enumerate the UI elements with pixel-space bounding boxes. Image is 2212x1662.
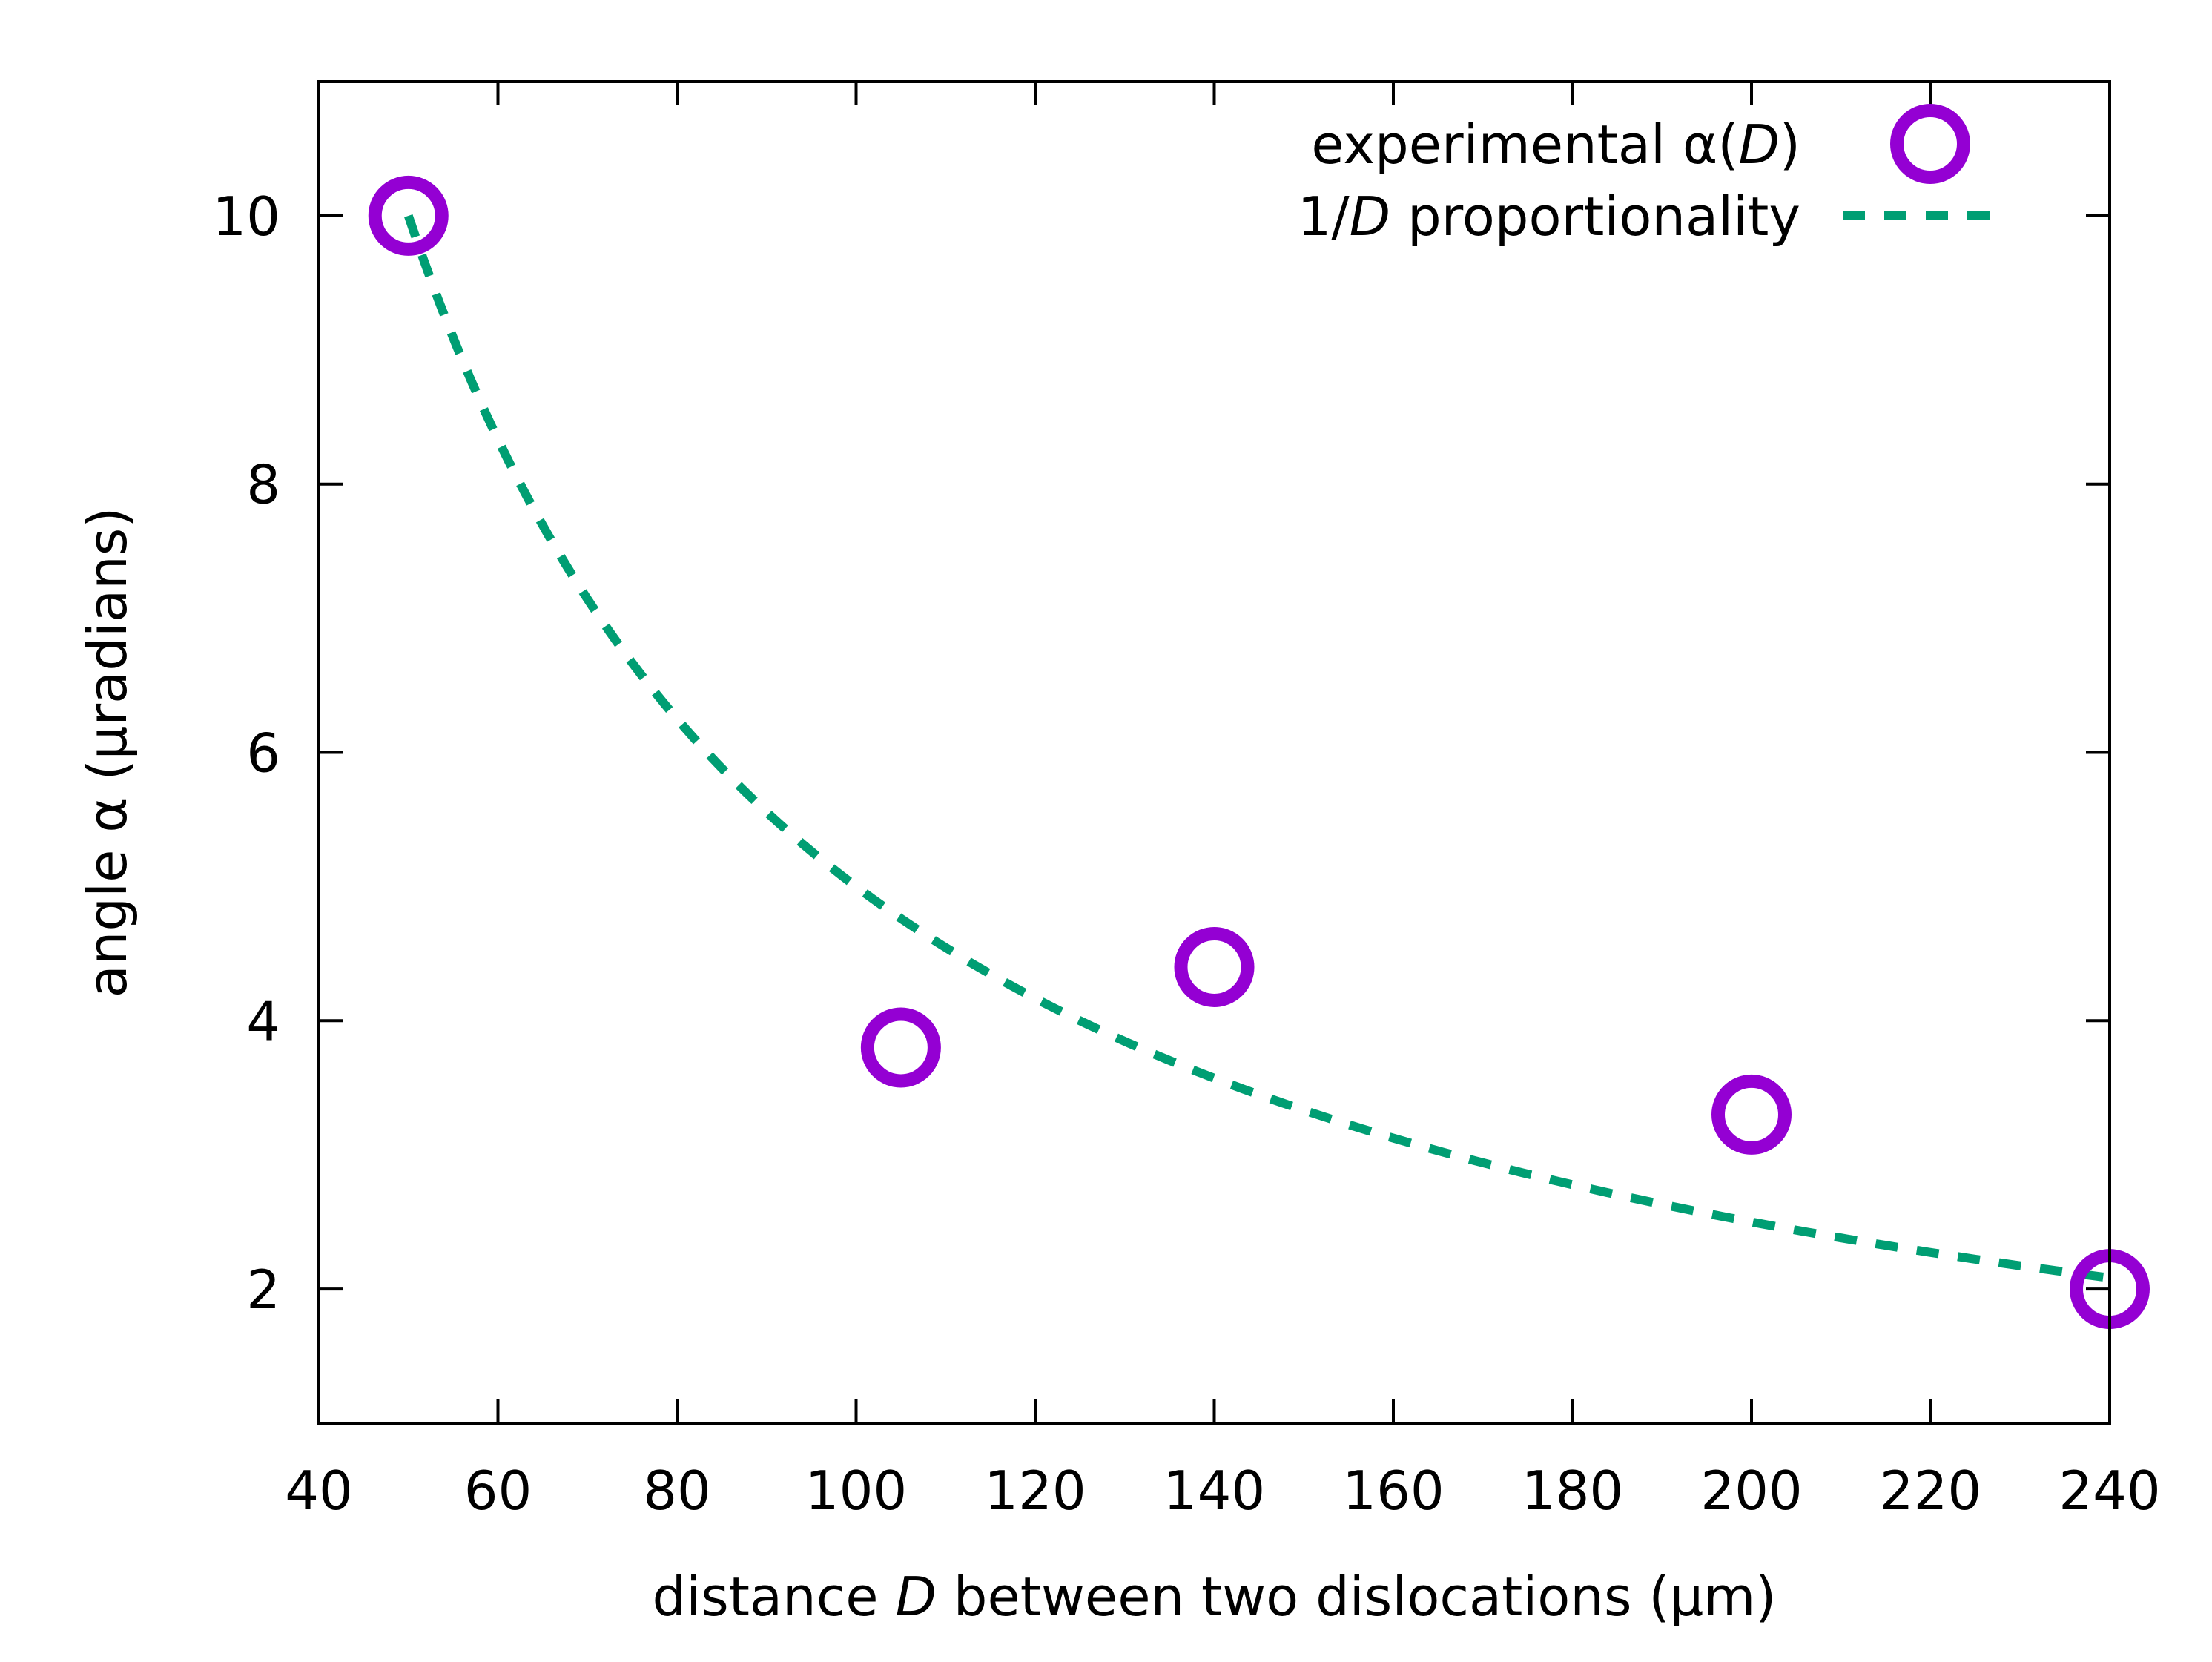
x-tick-label-80: 80: [643, 1460, 711, 1522]
fit-curve-layer: [404, 214, 2110, 1282]
data-point-3: [1711, 1074, 1792, 1155]
x-axis-title: distance D between two dislocations (µm): [652, 1566, 1776, 1628]
x-tick-label-60: 60: [464, 1460, 532, 1522]
legend: experimental α(D) 1/D proportionality: [1298, 104, 1998, 248]
x-tick-label-220: 220: [1880, 1460, 1981, 1522]
legend-label-proportionality-suffix: proportionality: [1390, 185, 1800, 248]
y-tick-label-10: 10: [212, 185, 280, 248]
x-tick-label-240: 240: [2059, 1460, 2160, 1522]
x-axis-title-variable: D: [895, 1566, 936, 1628]
y-axis-title: angle α (µradians): [76, 507, 139, 998]
x-tick-label-200: 200: [1700, 1460, 1802, 1522]
proportionality-curve: [404, 214, 2110, 1282]
y-tick-label-4: 4: [246, 990, 280, 1052]
legend-label-experimental: experimental α(D): [1311, 113, 1800, 176]
legend-label-experimental-suffix: ): [1780, 113, 1800, 176]
legend-marker-open-circle: [1890, 104, 1970, 184]
plot-frame: [317, 80, 2111, 1425]
y-tick-label-8: 8: [246, 454, 280, 516]
tick-labels: 40 60 80 100 120 140 160 180 200 220 240 2 4 6 8 10: [212, 185, 2160, 1522]
x-tick-label-160: 160: [1342, 1460, 1444, 1522]
axis-ticks: [317, 82, 2111, 1423]
legend-label-proportionality-prefix: 1/: [1298, 185, 1350, 248]
x-tick-label-180: 180: [1522, 1460, 1623, 1522]
x-axis-title-suffix: between two dislocations (µm): [937, 1566, 1777, 1628]
x-tick-label-120: 120: [984, 1460, 1086, 1522]
y-tick-label-6: 6: [246, 722, 280, 785]
x-axis-title-prefix: distance: [652, 1566, 895, 1628]
legend-label-proportionality-variable: D: [1350, 185, 1390, 248]
legend-label-proportionality: 1/D proportionality: [1298, 185, 1800, 248]
data-point-0: [368, 175, 449, 256]
x-tick-label-140: 140: [1163, 1460, 1265, 1522]
y-tick-label-2: 2: [246, 1259, 280, 1321]
legend-label-experimental-prefix: experimental α(: [1311, 113, 1738, 176]
data-point-2: [1174, 926, 1255, 1007]
data-point-1: [860, 1007, 941, 1088]
legend-label-experimental-variable: D: [1738, 113, 1779, 176]
x-tick-label-100: 100: [805, 1460, 907, 1522]
x-tick-label-40: 40: [285, 1460, 353, 1522]
